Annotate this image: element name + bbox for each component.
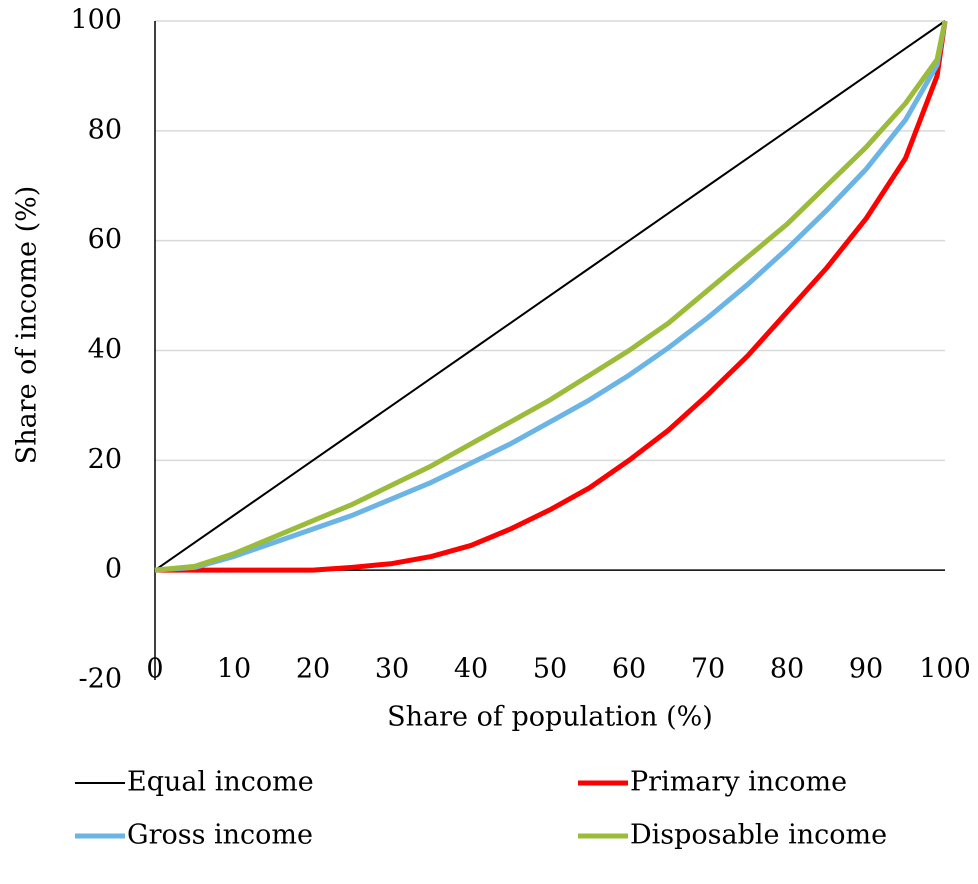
y-tick-label: 20 xyxy=(88,444,122,475)
series-line xyxy=(154,20,948,573)
x-tick-label: 80 xyxy=(770,654,804,685)
x-tick-label: 50 xyxy=(533,654,567,685)
x-tick-label: 10 xyxy=(217,654,251,685)
x-tick-label: 90 xyxy=(849,654,883,685)
x-tick-label: 40 xyxy=(454,654,488,685)
legend-label: Primary income xyxy=(630,767,847,798)
series-line xyxy=(154,20,946,571)
x-tick-label: 30 xyxy=(375,654,409,685)
series-line xyxy=(155,20,948,573)
legend-label: Equal income xyxy=(127,767,314,798)
y-tick-label: 60 xyxy=(88,224,122,255)
y-tick-label: 100 xyxy=(70,5,122,36)
y-tick-label: 80 xyxy=(88,114,122,145)
x-axis-title: Share of population (%) xyxy=(387,702,713,733)
legend-label: Gross income xyxy=(127,820,313,851)
x-tick-label: 20 xyxy=(296,654,330,685)
x-tick-label: 100 xyxy=(919,654,971,685)
x-tick-label: 70 xyxy=(691,654,725,685)
series-line xyxy=(154,20,948,573)
y-tick-label: -20 xyxy=(79,664,122,695)
y-tick-label: 0 xyxy=(105,554,122,585)
legend-label: Disposable income xyxy=(630,820,887,851)
x-tick-label: 60 xyxy=(612,654,646,685)
y-tick-label: 40 xyxy=(88,334,122,365)
y-axis-title: Share of income (%) xyxy=(12,186,43,465)
